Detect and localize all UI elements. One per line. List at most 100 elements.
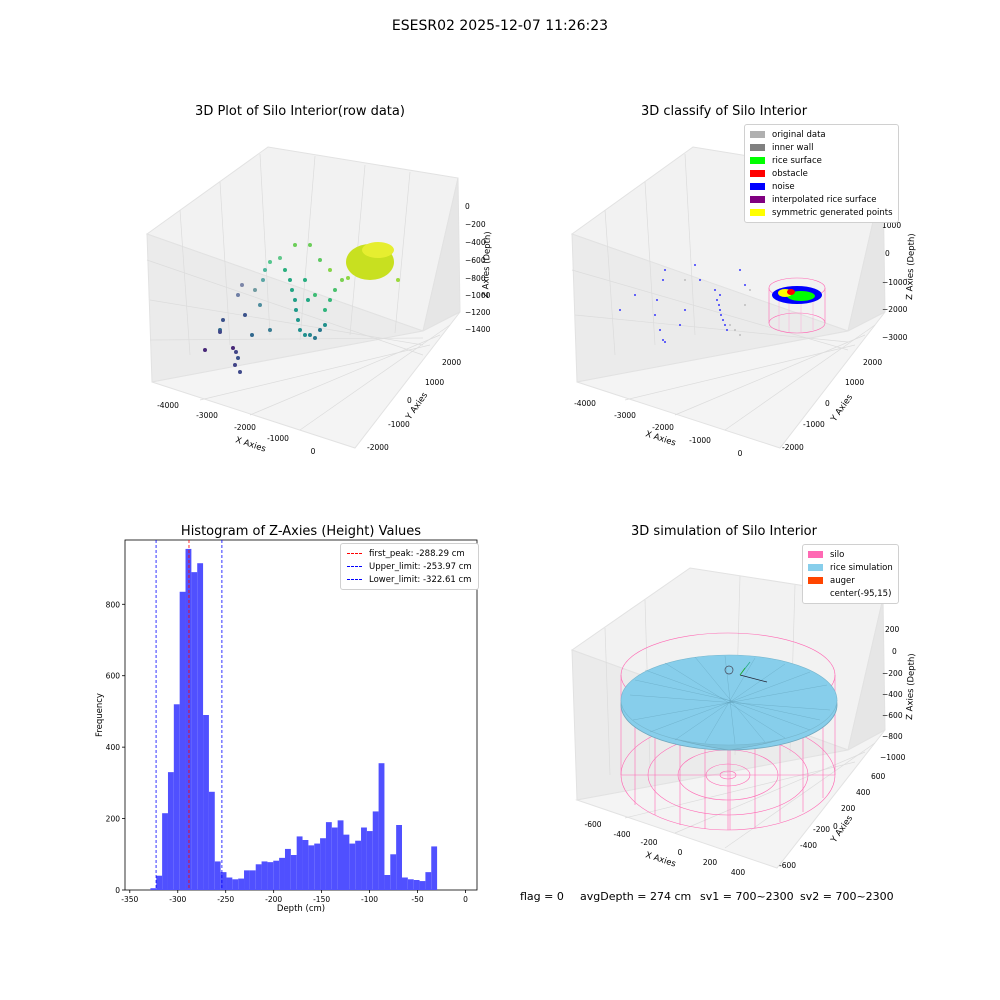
histogram-bar bbox=[425, 872, 432, 890]
x-tick: -3000 bbox=[614, 411, 636, 420]
x-tick: -200 bbox=[640, 838, 657, 847]
y-tick-label: 0 bbox=[115, 886, 120, 895]
histogram-bar bbox=[167, 772, 174, 890]
y-tick: -1000 bbox=[803, 420, 825, 429]
legend-item: symmetric generated points bbox=[750, 206, 893, 219]
x-tick: 200 bbox=[703, 858, 718, 867]
y-tick: 0 bbox=[407, 396, 412, 405]
y-tick: 2000 bbox=[863, 358, 882, 367]
legend-line bbox=[347, 553, 362, 554]
histogram-bar bbox=[203, 715, 209, 890]
status-sv2: sv2 = 700~2300 bbox=[800, 890, 894, 903]
simulation-legend: silo rice simulation auger center(-95,15… bbox=[802, 544, 899, 604]
y-tick: 2000 bbox=[442, 358, 461, 367]
histogram-bar bbox=[197, 563, 204, 890]
x-tick-label: -150 bbox=[313, 895, 330, 904]
histogram-bar bbox=[214, 861, 221, 890]
raw-3d-plot: -4000 -3000 -2000 -1000 0 -2000 -1000 0 … bbox=[145, 146, 493, 456]
original-points bbox=[684, 279, 751, 336]
legend-swatch bbox=[750, 170, 765, 177]
histogram-bar bbox=[343, 834, 350, 890]
z-tick: 200 bbox=[885, 625, 900, 634]
y-tick: -400 bbox=[800, 841, 817, 850]
z-tick: −600 bbox=[465, 256, 486, 265]
x-tick: 0 bbox=[738, 449, 743, 458]
histogram-bar bbox=[185, 548, 192, 890]
legend-swatch bbox=[750, 196, 765, 203]
x-tick-label: -300 bbox=[169, 895, 186, 904]
y-tick: -2000 bbox=[782, 443, 804, 452]
histogram-bar bbox=[220, 872, 227, 890]
y-ticks: 0 200 400 600 800 bbox=[106, 600, 125, 895]
y-tick-label: 200 bbox=[106, 815, 121, 824]
y-tick: -200 bbox=[813, 825, 830, 834]
histogram-chart: -350 -300 -250 -200 -150 -100 -50 0 0 200 400 600 8… bbox=[95, 539, 478, 914]
histogram-bar bbox=[267, 862, 274, 890]
legend-item: rice simulation bbox=[808, 561, 893, 574]
z-tick: −1000 bbox=[465, 291, 491, 300]
y-axis-label: Frequency bbox=[95, 693, 105, 737]
x-tick: 400 bbox=[731, 868, 746, 877]
y-tick: -2000 bbox=[367, 443, 389, 452]
simulation-plot-title: 3D simulation of Silo Interior bbox=[631, 524, 817, 539]
histogram-bar bbox=[413, 880, 420, 890]
histogram-bar bbox=[179, 591, 186, 890]
x-tick-label: -250 bbox=[217, 895, 234, 904]
histogram-bar bbox=[378, 763, 385, 890]
y-tick: 400 bbox=[856, 788, 871, 797]
classify-plot-title: 3D classify of Silo Interior bbox=[640, 104, 808, 119]
histogram-bar bbox=[366, 831, 373, 890]
legend-swatch bbox=[750, 131, 765, 138]
y-axis-label: Y Axies bbox=[829, 392, 856, 424]
histogram-bar bbox=[208, 791, 215, 890]
z-tick: −200 bbox=[882, 669, 903, 678]
histogram-legend: first_peak: -288.29 cm Upper_limit: -253… bbox=[340, 543, 479, 590]
histogram-bar bbox=[191, 572, 198, 890]
status-avg-depth: avgDepth = 274 cm bbox=[580, 890, 692, 903]
histogram-bar bbox=[244, 870, 250, 890]
x-ticks: -350 -300 -250 -200 -150 -100 -50 0 bbox=[121, 890, 468, 904]
z-tick: −1200 bbox=[465, 308, 491, 317]
histogram-bar bbox=[261, 861, 268, 890]
obstacle-points bbox=[787, 289, 795, 295]
z-tick: −2000 bbox=[882, 305, 908, 314]
rice-mesh bbox=[629, 655, 831, 745]
raw-plot-title: 3D Plot of Silo Interior(row data) bbox=[195, 104, 405, 119]
y-tick: 1000 bbox=[425, 378, 444, 387]
x-tick-label: -50 bbox=[411, 895, 423, 904]
histogram-bar bbox=[390, 854, 397, 890]
histogram-bar bbox=[361, 827, 367, 890]
histogram-bar bbox=[249, 870, 256, 890]
z-tick: −3000 bbox=[882, 333, 908, 342]
y-tick: -1000 bbox=[388, 420, 410, 429]
y-tick-label: 600 bbox=[106, 672, 121, 681]
z-axis-label: Z Axies (Depth) bbox=[905, 653, 917, 720]
legend-swatch bbox=[750, 183, 765, 190]
x-axis-label: X Axies bbox=[234, 435, 267, 454]
histogram-bar bbox=[320, 838, 326, 890]
raw-point-cloud bbox=[203, 242, 400, 374]
legend-swatch bbox=[808, 564, 823, 571]
z-tick: −200 bbox=[465, 220, 486, 229]
histogram-bar bbox=[401, 877, 408, 890]
histogram-bar bbox=[290, 855, 297, 890]
status-flag: flag = 0 bbox=[520, 890, 564, 903]
histogram-bar bbox=[314, 843, 321, 890]
z-tick: 0 bbox=[885, 249, 890, 258]
x-tick-label: -350 bbox=[121, 895, 138, 904]
histogram-bar bbox=[355, 840, 362, 890]
y-tick: -600 bbox=[779, 861, 796, 870]
z-tick: −1400 bbox=[465, 325, 491, 334]
x-tick: -1000 bbox=[267, 434, 289, 443]
z-tick: −800 bbox=[882, 732, 903, 741]
legend-item: rice surface bbox=[750, 154, 893, 167]
histogram-bar bbox=[337, 820, 344, 890]
x-tick: 0 bbox=[678, 848, 683, 857]
z-tick: −400 bbox=[882, 690, 903, 699]
x-tick: -2000 bbox=[234, 423, 256, 432]
axes-panes bbox=[145, 146, 461, 449]
legend-item: interpolated rice surface bbox=[750, 193, 893, 206]
simulation-3d-plot: -600 -400 -200 0 200 400 -600 -400 -200 … bbox=[570, 567, 917, 877]
histogram-bar bbox=[407, 879, 414, 890]
x-tick: -4000 bbox=[574, 399, 596, 408]
